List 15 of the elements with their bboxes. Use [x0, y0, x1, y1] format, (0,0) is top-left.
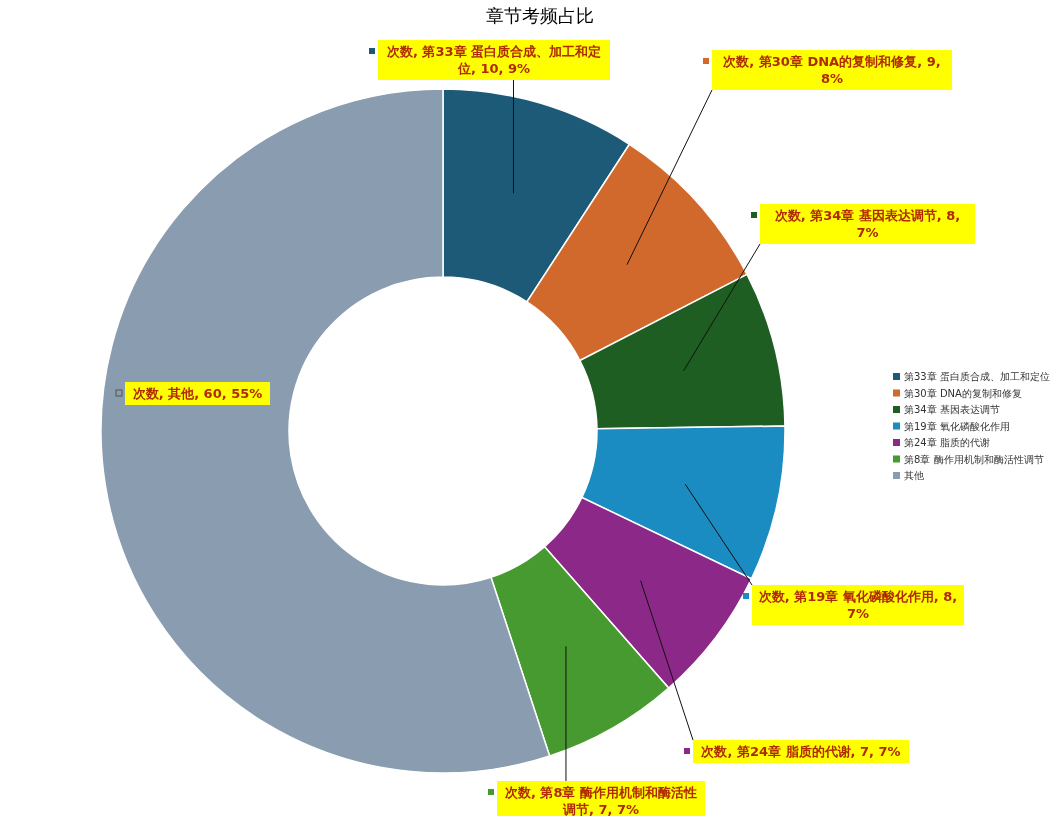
legend-label: 第34章 基因表达调节	[904, 404, 1000, 415]
legend-label: 第8章 酶作用机制和酶活性调节	[904, 453, 1044, 465]
data-label: 次数, 第30章 DNA的复制和修复, 9, 8%	[723, 54, 941, 86]
data-label: 次数, 第8章 酶作用机制和酶活性调节, 7, 7%	[504, 785, 698, 816]
legend-label: 其他	[904, 470, 924, 481]
data-label: 次数, 其他, 60, 55%	[132, 386, 263, 401]
legend-label: 第24章 脂质的代谢	[904, 437, 990, 448]
legend-label: 第19章 氧化磷酸化作用	[904, 420, 1010, 432]
data-label: 次数, 第19章 氧化磷酸化作用, 8, 7%	[758, 589, 958, 621]
data-label: 次数, 第33章 蛋白质合成、加工和定位, 10, 9%	[386, 44, 602, 76]
data-label: 次数, 第24章 脂质的代谢, 7, 7%	[701, 744, 901, 759]
data-label: 次数, 第34章 基因表达调节, 8, 7%	[774, 208, 961, 240]
chart-title: 章节考频占比	[486, 5, 594, 26]
legend-label: 第30章 DNA的复制和修复	[904, 387, 1022, 399]
legend-label: 第33章 蛋白质合成、加工和定位	[904, 371, 1050, 382]
